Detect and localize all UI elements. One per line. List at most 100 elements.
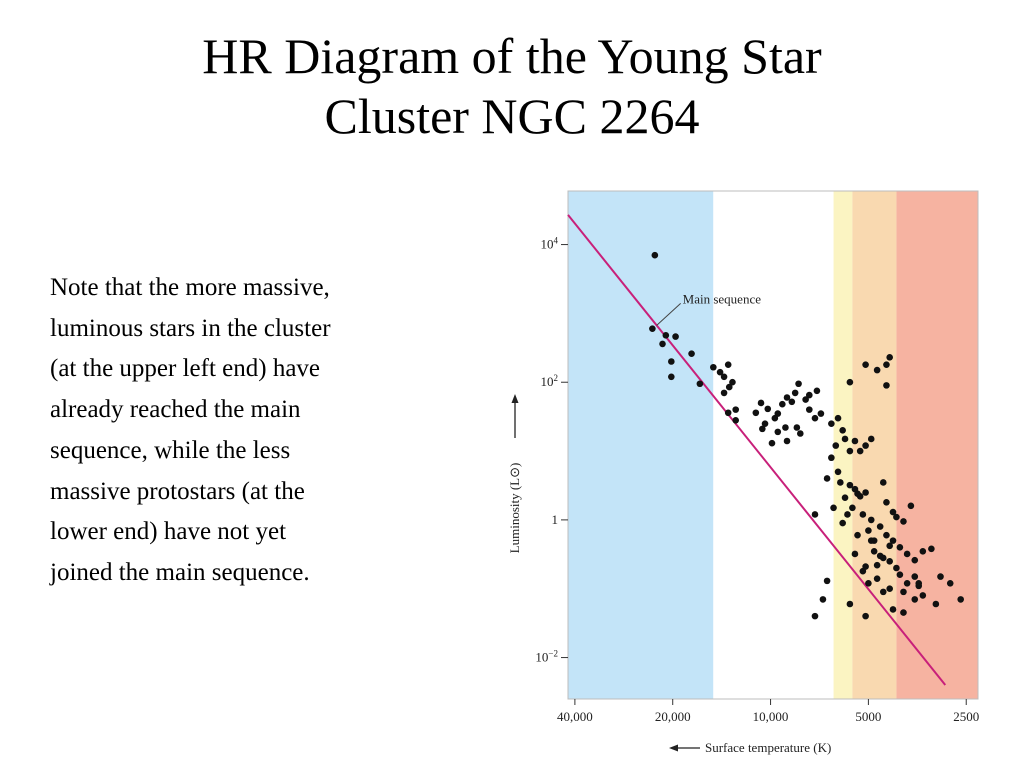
star-point (900, 588, 907, 596)
star-point (893, 513, 900, 521)
note-line: lower end) have not yet (50, 518, 287, 546)
star-point (919, 547, 927, 555)
star-point (859, 511, 867, 518)
star-point (862, 442, 869, 449)
star-point (729, 378, 736, 386)
star-point (805, 391, 813, 399)
star-point (851, 437, 859, 445)
star-point (911, 573, 919, 580)
star-point (886, 558, 893, 565)
hr-diagram-chart: 40,000 20,000 10,000 5000 2500 104 102 1 10−2 Ma… (507, 190, 979, 755)
star-point (854, 490, 861, 498)
note-line: Note that the more massive, (50, 274, 330, 301)
x-tick-label: 10,000 (753, 709, 789, 724)
note-line: massive protostars (at the (50, 477, 305, 505)
star-point (937, 573, 944, 580)
temperature-band (852, 191, 897, 699)
star-point (832, 442, 840, 449)
star-point (867, 516, 875, 524)
main-sequence-leader (656, 302, 681, 326)
x-tick-label: 2500 (953, 709, 979, 724)
temperature-band (896, 191, 978, 699)
star-point (672, 333, 679, 340)
star-point (757, 399, 765, 407)
slide-title: HR Diagram of the Young Star Cluster NGC… (60, 26, 964, 146)
star-point (879, 554, 887, 562)
axis-ticks: 40,000 20,000 10,000 5000 2500 104 102 1 10−2 (535, 236, 979, 724)
star-point (696, 380, 704, 388)
star-point (862, 489, 869, 496)
y-tick-label: 104 (541, 236, 559, 252)
note-line: already reached the main (50, 396, 301, 424)
star-point (828, 420, 835, 427)
star-point (856, 447, 864, 455)
star-point (710, 363, 717, 371)
star-point (846, 378, 854, 386)
star-point (873, 575, 881, 582)
star-point (668, 373, 675, 381)
star-point (900, 609, 907, 616)
star-point (867, 435, 875, 443)
star-point (791, 389, 799, 397)
star-point (846, 600, 854, 608)
star-point (919, 592, 927, 599)
star-point (911, 596, 919, 603)
star-point (851, 550, 859, 558)
star-point (862, 563, 869, 570)
plot-frame (567, 190, 979, 700)
star-point (724, 361, 732, 368)
star-point (907, 502, 915, 510)
star-point (889, 606, 897, 613)
note-line: (at the upper left end) have (50, 355, 321, 383)
star-point (725, 383, 733, 391)
star-point (879, 479, 887, 486)
star-point (761, 420, 769, 427)
star-point (811, 414, 819, 422)
star-point (732, 406, 740, 413)
star-point (865, 579, 872, 587)
star-point (788, 398, 796, 406)
star-point (893, 564, 900, 572)
title-line-2: Cluster NGC 2264 (324, 88, 700, 144)
star-point (883, 499, 890, 506)
star-point (865, 527, 872, 534)
star-point (876, 523, 884, 530)
star-point (782, 424, 789, 431)
star-point (862, 361, 869, 368)
star-point (946, 579, 954, 587)
star-point (870, 547, 878, 555)
x-axis-title: Surface temperature (K) (705, 740, 831, 755)
star-point (879, 588, 887, 596)
star-point (783, 394, 791, 401)
star-point (659, 340, 666, 348)
star-point (873, 366, 881, 374)
star-point (811, 612, 819, 620)
title-line-1: HR Diagram of the Young Star (202, 28, 822, 84)
star-point (662, 332, 670, 339)
star-point (834, 414, 842, 422)
note-line: joined the main sequence. (50, 558, 310, 586)
main-sequence-label: Main sequence (683, 291, 762, 306)
star-point (830, 504, 837, 512)
x-axis-arrowhead (669, 744, 678, 752)
star-point (957, 596, 964, 603)
star-point (889, 537, 897, 544)
star-point (732, 416, 740, 424)
star-point (783, 437, 791, 445)
y-tick-label: 102 (541, 373, 559, 389)
temperature-band (568, 191, 714, 699)
star-point (873, 561, 881, 569)
y-axis-arrowhead (511, 394, 519, 403)
star-point (903, 579, 911, 587)
star-point (846, 447, 854, 455)
y-axis-title-group: Luminosity (L⊙) (507, 463, 522, 554)
star-point (903, 550, 911, 558)
note-line: luminous stars in the cluster (50, 314, 331, 342)
star-point (841, 435, 849, 443)
star-point (688, 350, 695, 357)
star-point (932, 600, 940, 608)
star-point (886, 354, 893, 361)
star-point (844, 511, 851, 518)
star-point (862, 612, 869, 620)
star-point (795, 380, 802, 388)
